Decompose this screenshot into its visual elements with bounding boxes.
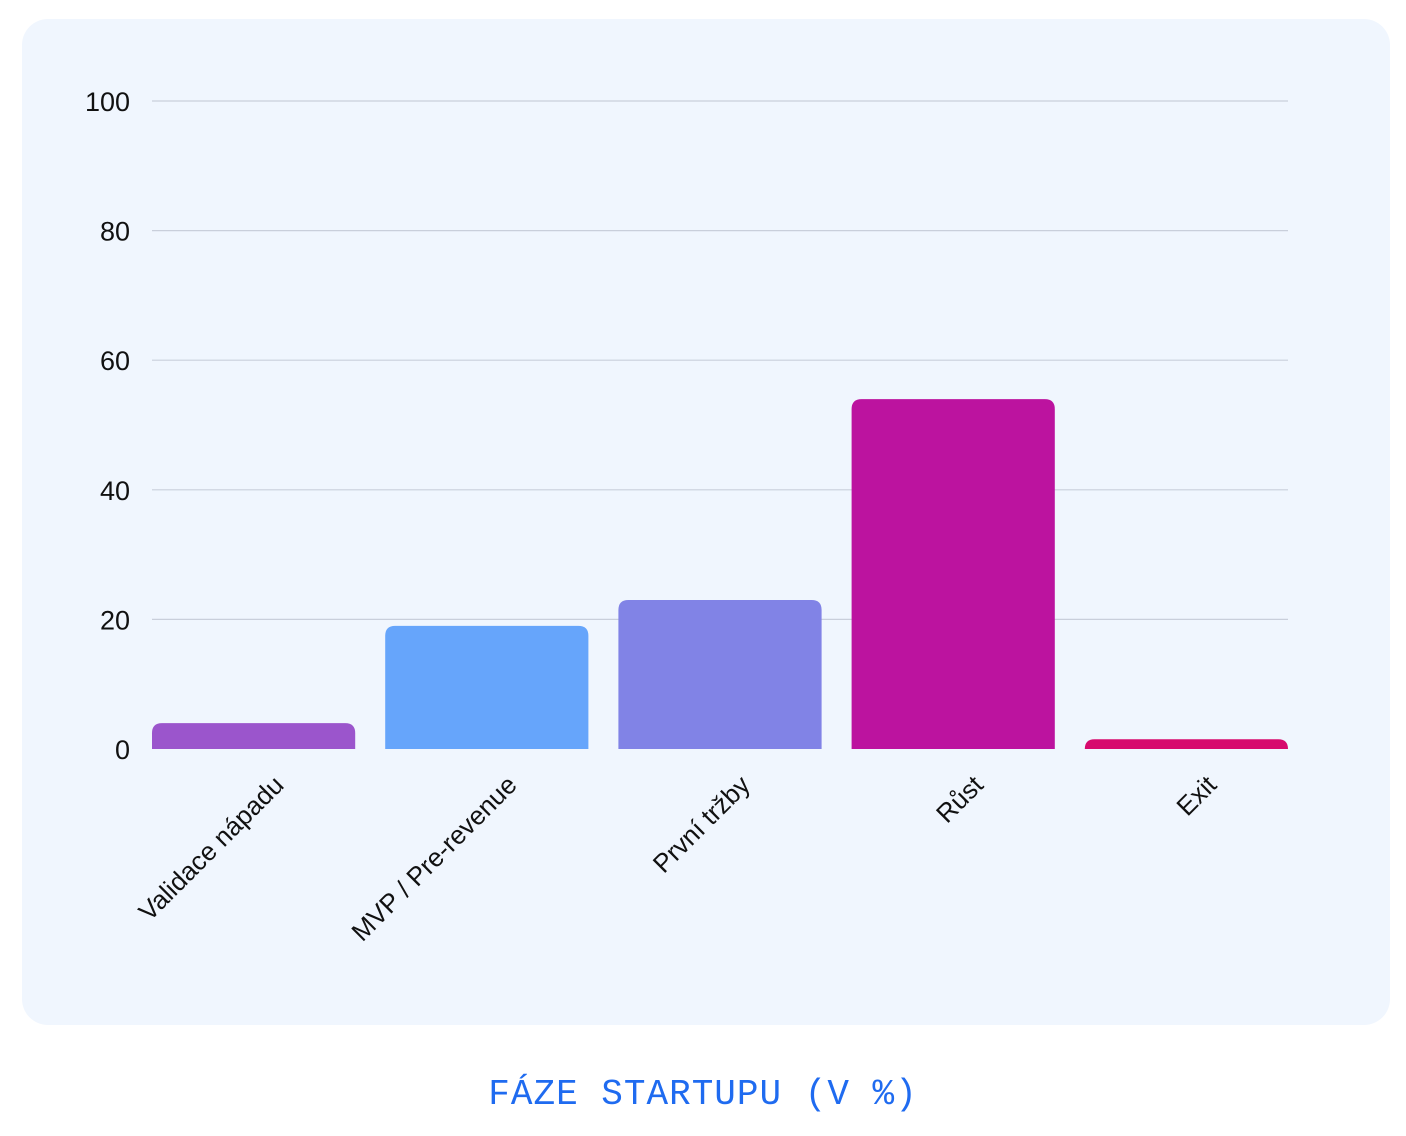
x-tick-label: Exit [1170,769,1222,821]
bar-2 [385,625,589,749]
chart-card [22,19,1390,1025]
bar-5 [1084,739,1288,749]
y-axis-ticks: 0 20 40 60 80 100 [85,87,130,765]
y-tick-label: 80 [100,217,130,247]
x-tick-label: Růst [930,769,990,829]
y-tick-label: 40 [100,476,130,506]
y-tick-label: 100 [85,87,130,117]
y-tick-label: 20 [100,605,130,635]
bar-1 [152,723,356,749]
x-tick-label: Validace nápadu [133,770,290,927]
bar-3 [618,599,822,749]
x-axis-labels: Validace nápadu MVP / Pre-revenue První tr… [133,769,1223,947]
chart-title: FÁZE STARTUPU (V %) [488,1074,918,1115]
gridlines [152,100,1288,621]
y-tick-label: 0 [115,735,130,765]
x-tick-label: První tržby [647,770,756,879]
y-tick-label: 60 [100,346,130,376]
x-tick-label: MVP / Pre-revenue [345,770,522,947]
bar-4 [851,399,1055,749]
bars [152,399,1288,749]
